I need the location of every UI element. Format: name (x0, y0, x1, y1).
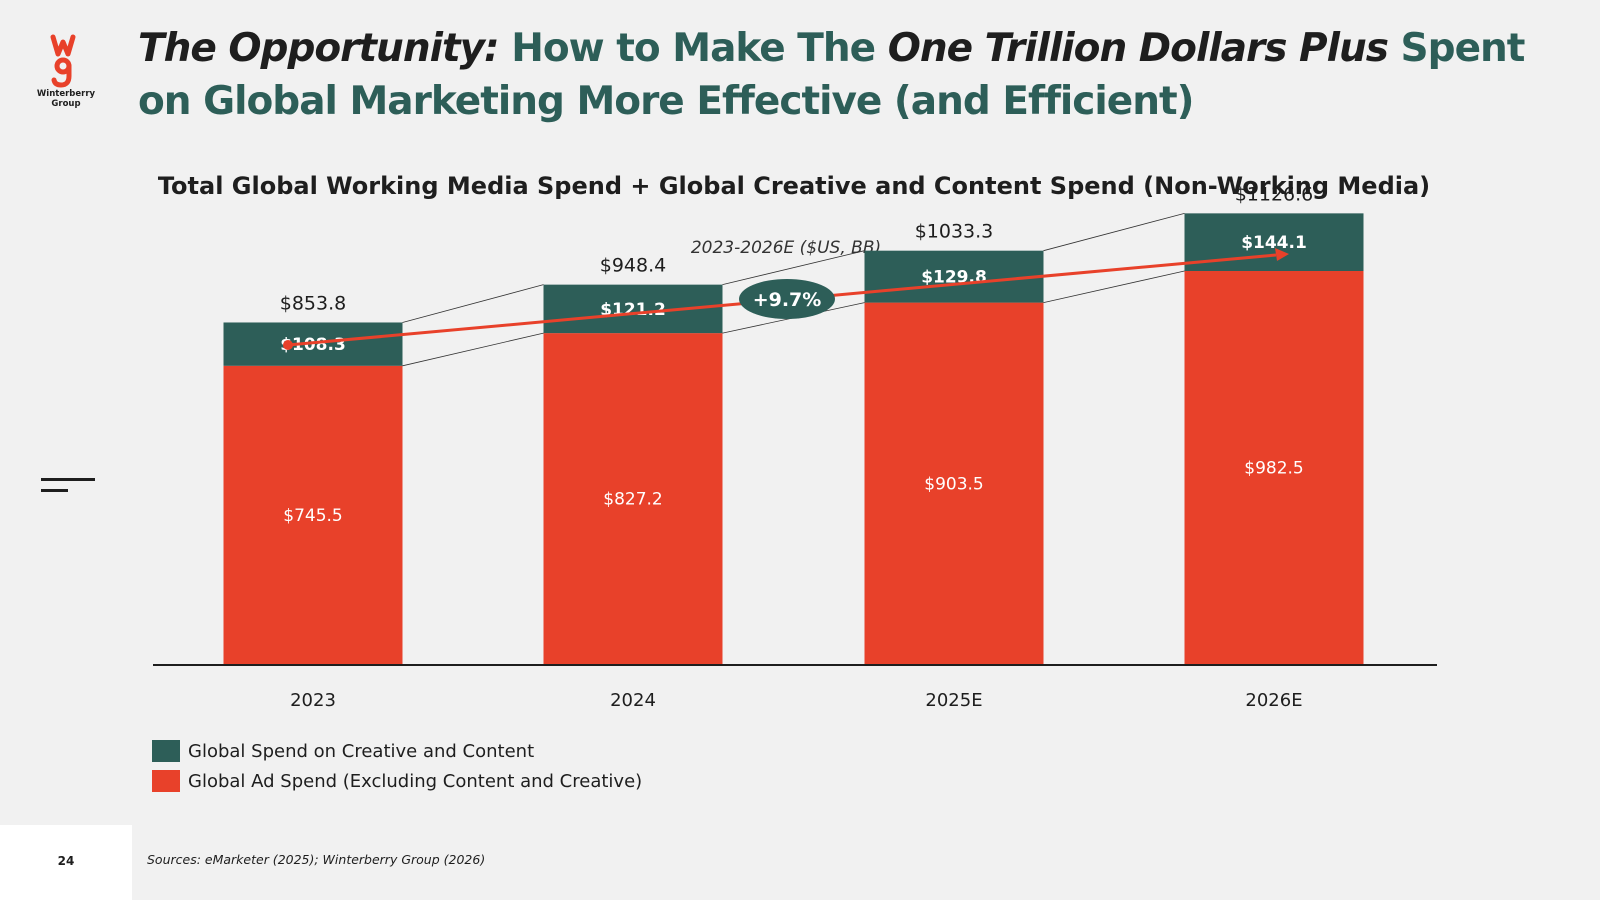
growth-annotation-label: +9.7% (753, 289, 822, 311)
winterberry-logo: Winterberry Group (28, 30, 104, 114)
total-label-2023: $853.8 (280, 292, 346, 314)
x-tick-label-2025E: 2025E (925, 690, 982, 711)
legend-item-ad-spend: Global Ad Spend (Excluding Content and C… (152, 766, 642, 796)
growth-trend-start-dot (283, 340, 293, 350)
chart-legend: Global Spend on Creative and Content Glo… (152, 736, 642, 796)
legend-swatch-ad-spend (152, 770, 180, 792)
bar-creative-2025E (864, 250, 1044, 303)
connector-line-top (402, 284, 544, 323)
data-label-ad-spend-2024: $827.2 (603, 490, 662, 510)
page-number-box (0, 825, 132, 900)
page-title: The Opportunity: How to Make The One Tri… (138, 22, 1578, 128)
connector-line-mid (402, 332, 544, 367)
page-number: 24 (57, 854, 75, 868)
data-label-ad-spend-2025E: $903.5 (924, 474, 983, 494)
headline-part-4: Spent on Global Marketing More Effective… (138, 26, 1525, 124)
decorative-line-short (41, 489, 68, 492)
total-label-2024: $948.4 (600, 255, 666, 277)
total-label-2026E: $1126.6 (1235, 183, 1314, 205)
total-label-2025E: $1033.3 (915, 221, 994, 243)
chart-title: Total Global Working Media Spend + Globa… (157, 172, 1431, 200)
bar-ad-spend-2024 (543, 333, 723, 664)
growth-badge (739, 279, 835, 319)
connector-line-mid (1043, 270, 1185, 303)
bar-ad-spend-2026E (1184, 271, 1364, 664)
legend-item-creative: Global Spend on Creative and Content (152, 736, 642, 766)
x-tick-label-2024: 2024 (610, 690, 656, 711)
wg-logo-icon (50, 34, 76, 88)
data-label-creative-2026E: $144.1 (1241, 233, 1307, 253)
bar-ad-spend-2023 (223, 365, 403, 664)
data-label-ad-spend-2026E: $982.5 (1244, 459, 1303, 479)
legend-swatch-creative (152, 740, 180, 762)
legend-label-ad-spend: Global Ad Spend (Excluding Content and C… (188, 770, 643, 792)
growth-trend-arrowhead (1275, 248, 1289, 261)
logo-text: Winterberry Group (36, 89, 96, 109)
headline-part-1: The Opportunity: (138, 26, 500, 71)
decorative-line-long (41, 478, 95, 481)
sources-note: Sources: eMarketer (2025); Winterberry G… (147, 852, 486, 867)
x-tick-label-2023: 2023 (290, 690, 336, 711)
data-label-ad-spend-2023: $745.5 (283, 506, 342, 526)
legend-label-creative: Global Spend on Creative and Content (188, 740, 535, 762)
chart-subtitle: 2023-2026E ($US, BB) (690, 238, 882, 258)
x-tick-label-2026E: 2026E (1245, 690, 1302, 711)
connector-line-top (1043, 212, 1185, 252)
headline-part-3: One Trillion Dollars Plus (887, 26, 1389, 71)
bar-ad-spend-2025E (864, 302, 1044, 664)
connector-line-top (722, 250, 865, 286)
headline-part-2: How to Make The (498, 26, 888, 71)
